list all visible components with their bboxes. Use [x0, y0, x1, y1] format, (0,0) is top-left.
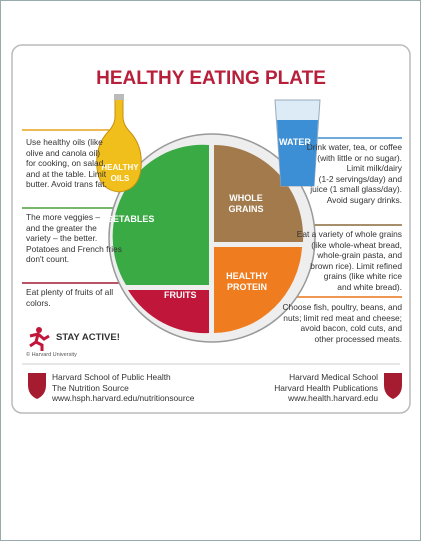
text-line: Drink water, tea, or coffee [306, 142, 402, 152]
text-line: Harvard Medical School [289, 372, 378, 382]
water-label: WATER [279, 137, 311, 147]
text-line: and white bread). [337, 281, 402, 292]
text-line: Choose fish, poultry, beans, and [282, 302, 403, 312]
protein-label: HEALTHY PROTEIN [222, 271, 272, 292]
text-line: (1-2 servings/day) and [318, 173, 402, 184]
protein-note: Choose fish, poultry, beans, and nuts; li… [283, 302, 403, 344]
text-line: for cooking, on salad, [26, 158, 106, 169]
fruit-note: Eat plenty of fruits of all colors. [26, 287, 113, 308]
text-line: colors. [26, 297, 51, 308]
text-line: olive and canola oil) [26, 147, 101, 158]
text-line: Eat plenty of fruits of all [26, 287, 114, 297]
copyright: © Harvard University [26, 352, 77, 358]
veg-label: VEGETABLES [94, 214, 155, 224]
text-line: juice (1 small glass/day). [310, 184, 402, 195]
hsph-shield [28, 373, 46, 399]
grain-note: Eat a variety of whole grains (like whole… [297, 229, 402, 293]
grain-label: WHOLE GRAINS [226, 193, 266, 214]
text-line: Harvard Health Publications [274, 382, 378, 393]
text-line: grains (like white rice [323, 271, 402, 282]
stay-active: STAY ACTIVE! [56, 332, 120, 343]
text-line: www.health.harvard.edu [288, 393, 378, 404]
fruits [128, 290, 209, 334]
text-line: The more veggies – [26, 212, 101, 222]
title: HEALTHY EATING PLATE [96, 68, 326, 89]
text-line: Harvard School of Public Health [52, 372, 171, 382]
healthy-protein [214, 247, 302, 333]
text-line: GRAINS [228, 203, 264, 214]
text-line: HEALTHY [226, 271, 268, 281]
text-line: The Nutrition Source [52, 382, 129, 393]
runner-head [36, 327, 42, 333]
oil-label: HEALTHY OILS [100, 163, 140, 184]
text-line: (like whole-wheat bread, [311, 239, 402, 250]
footer-right: Harvard Medical School Harvard Health Pub… [274, 372, 378, 404]
text-line: Potatoes and French fries [26, 243, 122, 254]
text-line: and at the table. Limit [26, 168, 107, 179]
text-line: Eat a variety of whole grains [296, 229, 402, 239]
water [277, 120, 318, 186]
text-line: Avoid sugary drinks. [326, 194, 402, 205]
text-line: whole-grain pasta, and [317, 250, 402, 261]
bottle-cap [114, 94, 124, 100]
text-line: www.hsph.harvard.edu/nutritionsource [52, 393, 195, 404]
water-note: Drink water, tea, or coffee (with little … [307, 142, 402, 206]
text-line: OILS [110, 173, 130, 183]
fruit-label: FRUITS [164, 290, 197, 300]
footer-left: Harvard School of Public Health The Nutri… [52, 372, 194, 404]
text-line: other processed meats. [314, 333, 402, 344]
text-line: Use healthy oils (like [26, 137, 103, 147]
text-line: brown rice). Limit refined [310, 260, 402, 271]
text-line: avoid bacon, cold cuts, and [300, 323, 403, 334]
text-line: (with little or no sugar). [317, 152, 402, 163]
text-line: HEALTHY [101, 163, 139, 172]
oil-bottle [96, 96, 142, 193]
text-line: PROTEIN [226, 281, 267, 292]
text-line: and the greater the [26, 222, 97, 233]
text-line: Limit milk/dairy [346, 163, 402, 174]
whole-grains [214, 145, 304, 242]
oil-note: Use healthy oils (like olive and canola o… [26, 137, 107, 190]
veg-note: The more veggies – and the greater the var… [26, 212, 122, 265]
text-line: don't count. [26, 254, 70, 265]
runner [29, 332, 50, 351]
text-line: butter. Avoid trans fat. [26, 179, 107, 190]
text-line: WHOLE [229, 193, 263, 203]
hms-shield [384, 373, 402, 399]
text-line: variety – the better. [26, 233, 98, 244]
text-line: nuts; limit red meat and cheese; [283, 312, 402, 323]
